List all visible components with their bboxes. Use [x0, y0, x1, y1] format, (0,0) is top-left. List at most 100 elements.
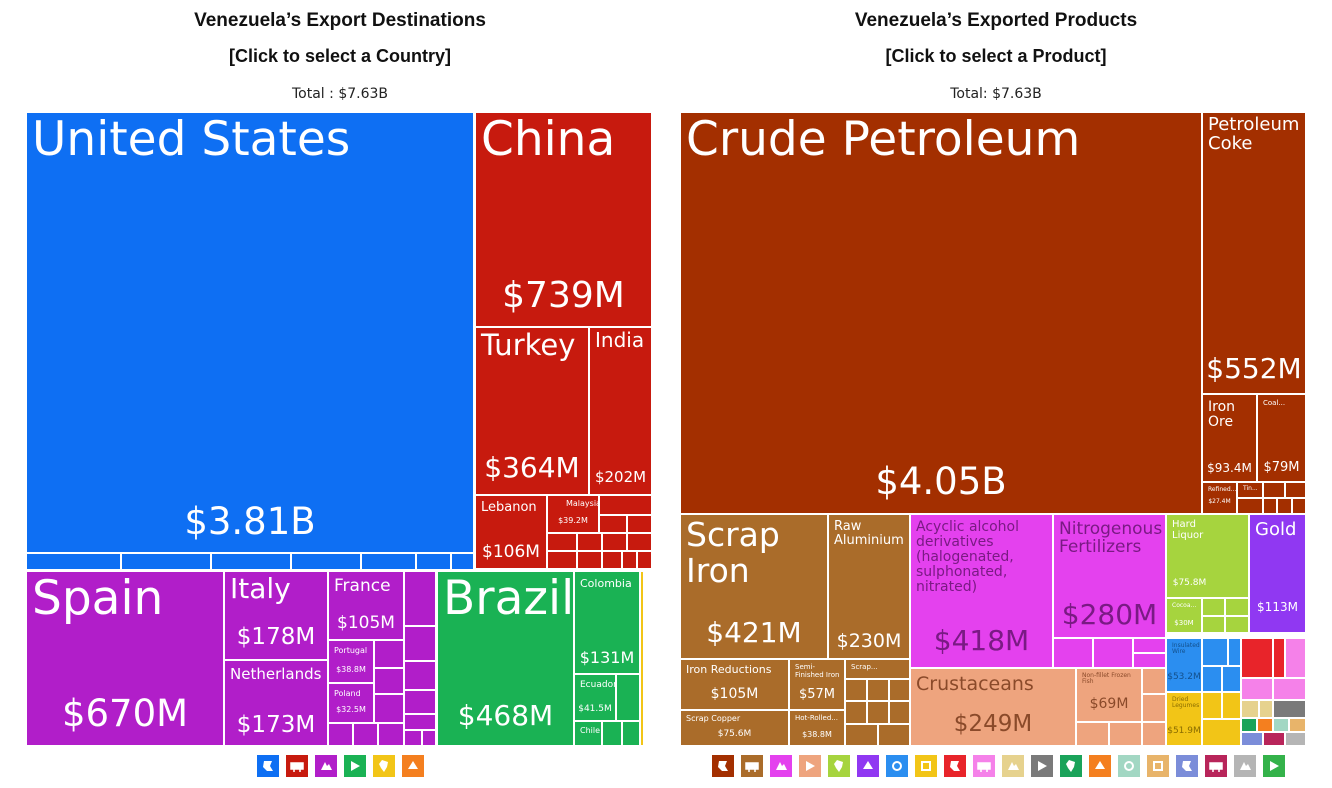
textiles-icon[interactable]: [1060, 755, 1082, 777]
tile-label: Hard Liquor: [1172, 519, 1204, 541]
tile-label: Scrap...: [851, 663, 878, 671]
tile-malaysia[interactable]: Malaysia $39.2M: [547, 495, 599, 533]
tile-value: $53.2M: [1167, 672, 1201, 682]
plastics-rubbers-icon[interactable]: [944, 755, 966, 777]
tile-portugal[interactable]: Portugal $38.8M: [328, 640, 374, 683]
tile-netherlands[interactable]: Netherlands $173M: [224, 660, 328, 746]
tile-label: Chile: [580, 726, 601, 735]
foodstuffs-icon[interactable]: [915, 755, 937, 777]
tile-cocoa[interactable]: Cocoa... $30M: [1166, 598, 1202, 633]
tile-hard-liquor[interactable]: Hard Liquor $75.8M: [1166, 514, 1249, 598]
stone-and-glass-icon[interactable]: [1118, 755, 1140, 777]
tile-insulated-wire[interactable]: Insulated Wire $53.2M: [1166, 638, 1202, 692]
tile-nitrogenous-fertilizers[interactable]: Nitrogenous Fertilizers $280M: [1053, 514, 1166, 638]
tile-label: Gold: [1255, 519, 1297, 540]
tile-value: $552M: [1206, 352, 1302, 385]
tile-value: $69M: [1089, 696, 1129, 712]
tile-label: Iron Ore: [1208, 399, 1236, 431]
tile-italy[interactable]: Italy $178M: [224, 571, 328, 660]
tile-value: $30M: [1174, 619, 1194, 627]
tile-crustaceans[interactable]: Crustaceans $249M: [910, 668, 1076, 746]
machines-icon[interactable]: [886, 755, 908, 777]
animal-hides-icon[interactable]: [1089, 755, 1111, 777]
asia-icon[interactable]: [286, 755, 308, 777]
tile-scrap-iron[interactable]: Scrap Iron $421M: [680, 514, 828, 659]
tile-value: $105M: [337, 613, 395, 633]
tile-value: $32.5M: [336, 705, 366, 714]
tile-coal[interactable]: Coal... $79M: [1257, 394, 1306, 482]
tile-value: $79M: [1263, 460, 1300, 475]
tile-poland[interactable]: Poland $32.5M: [328, 683, 374, 723]
transportation-icon[interactable]: [1176, 755, 1198, 777]
tile-petroleum-coke[interactable]: Petroleum Coke $552M: [1202, 112, 1306, 394]
tile-scrap-other[interactable]: Scrap...: [845, 659, 910, 679]
tile-raw-aluminium[interactable]: Raw Aluminium $230M: [828, 514, 910, 659]
tile-tin[interactable]: Tin...: [1237, 482, 1263, 498]
tile-refined[interactable]: Refined... $27.4M: [1202, 482, 1237, 514]
products-title: Venezuela’s Exported Products: [854, 10, 1138, 31]
exported-products-panel: Venezuela’s Exported Products [Click to …: [680, 0, 1332, 788]
tile-value: $178M: [236, 624, 316, 650]
tile-chile[interactable]: Chile: [574, 721, 602, 746]
africa-icon[interactable]: [373, 755, 395, 777]
tile-france[interactable]: France $105M: [328, 571, 404, 640]
precious-metals-icon[interactable]: [857, 755, 879, 777]
vegetable-products-icon[interactable]: [828, 755, 850, 777]
europe-icon[interactable]: [315, 755, 337, 777]
tile-scrap-copper[interactable]: Scrap Copper $75.6M: [680, 710, 789, 746]
tile-spain[interactable]: Spain $670M: [26, 571, 224, 746]
tile-label: Cocoa...: [1172, 602, 1197, 609]
tile-china[interactable]: China $739M: [475, 112, 652, 327]
tile-semi-finished-iron[interactable]: Semi-Finished Iron $57M: [789, 659, 845, 710]
us-small-strip: [26, 553, 474, 570]
tile-ecuador[interactable]: Ecuador $41.5M: [574, 674, 616, 721]
tile-value: $106M: [482, 542, 540, 562]
tile-label: India: [595, 328, 645, 352]
mineral-products-icon[interactable]: [712, 755, 734, 777]
tile-value: $4.05B: [875, 460, 1007, 503]
tile-label: Crustaceans: [916, 673, 1034, 695]
chemical-products-icon[interactable]: [770, 755, 792, 777]
tile-iron-ore[interactable]: Iron Ore $93.4M: [1202, 394, 1257, 482]
tile-label: Scrap Iron: [686, 515, 780, 590]
tile-acyclic-alcohol-derivatives[interactable]: Acyclic alcohol derivatives (halogenated…: [910, 514, 1053, 668]
tile-crude-petroleum[interactable]: Crude Petroleum $4.05B: [680, 112, 1202, 514]
region-filter-icons: [257, 755, 424, 777]
south-america-icon[interactable]: [344, 755, 366, 777]
tile-lebanon[interactable]: Lebanon $106M: [475, 495, 547, 569]
select-product-prompt[interactable]: [Click to select a Product]: [885, 46, 1107, 66]
tile-label: Lebanon: [481, 500, 537, 515]
footwear-icon[interactable]: [1263, 755, 1285, 777]
paper-goods-icon[interactable]: [973, 755, 995, 777]
weapons-icon[interactable]: [1205, 755, 1227, 777]
miscellaneous-icon[interactable]: [1147, 755, 1169, 777]
oceania-icon[interactable]: [402, 755, 424, 777]
tile-value: $57M: [798, 687, 836, 702]
tile-hot-rolled[interactable]: Hot-Rolled... $38.8M: [789, 710, 845, 746]
animal-products-icon[interactable]: [799, 755, 821, 777]
arts-and-antiques-icon[interactable]: [1234, 755, 1256, 777]
tile-label: Dried Legumes: [1172, 696, 1200, 710]
tile-dried-legumes[interactable]: Dried Legumes $51.9M: [1166, 692, 1202, 746]
north-america-icon[interactable]: [257, 755, 279, 777]
tile-gold[interactable]: Gold $113M: [1249, 514, 1306, 633]
tile-colombia[interactable]: Colombia $131M: [574, 571, 640, 674]
tile-label: United States: [32, 112, 351, 167]
tile-label: China: [481, 112, 616, 167]
tile-value: $364M: [484, 451, 580, 484]
tile-non-fillet-frozen-fish[interactable]: Non-fillet Frozen Fish $69M: [1076, 668, 1142, 722]
tile-india[interactable]: India $202M: [589, 327, 652, 495]
tile-label: Semi-Finished Iron: [795, 663, 840, 679]
wood-products-icon[interactable]: [1002, 755, 1024, 777]
tile-brazil[interactable]: Brazil $468M: [437, 571, 574, 746]
tile-iron-reductions[interactable]: Iron Reductions $105M: [680, 659, 789, 710]
tile-label: Refined...: [1208, 486, 1237, 493]
tile-united-states[interactable]: United States $3.81B: [26, 112, 474, 553]
select-country-prompt[interactable]: [Click to select a Country]: [228, 46, 452, 66]
metals-icon[interactable]: [741, 755, 763, 777]
tile-value: $93.4M: [1207, 461, 1252, 475]
tile-label: Non-fillet Frozen Fish: [1082, 672, 1131, 686]
tile-label: Hot-Rolled...: [795, 714, 838, 722]
instruments-icon[interactable]: [1031, 755, 1053, 777]
tile-turkey[interactable]: Turkey $364M: [475, 327, 589, 495]
